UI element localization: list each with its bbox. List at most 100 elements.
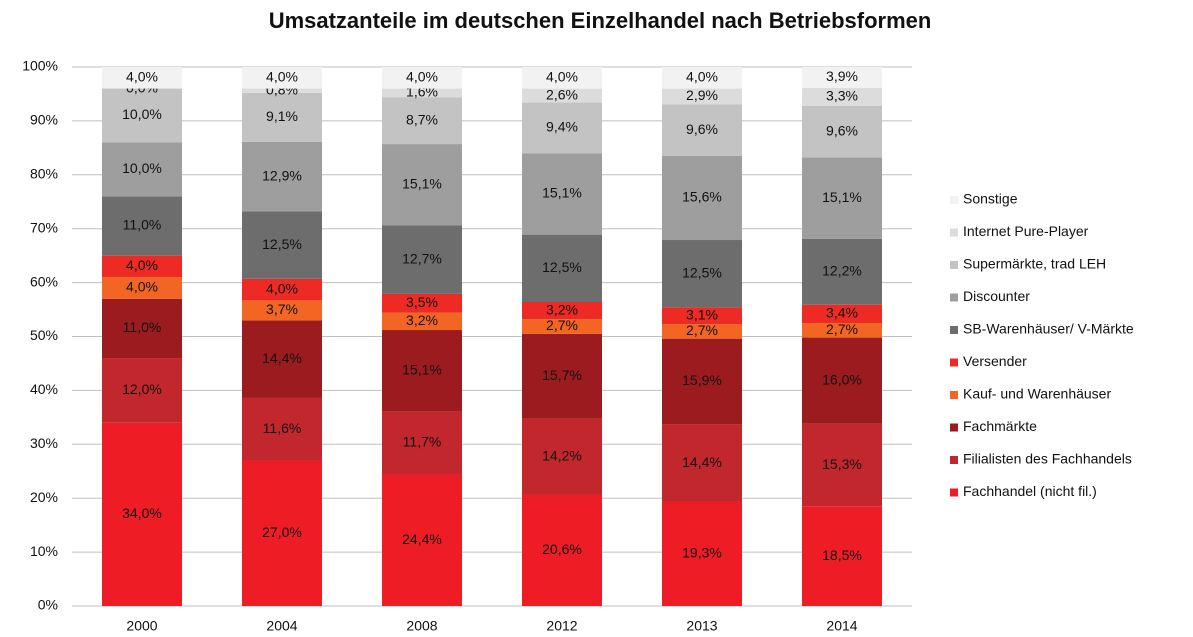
bar-segment [662,424,742,502]
bar-segment [102,196,182,256]
value-label: 12,9% [262,167,302,183]
bar-segment [242,141,322,212]
value-label: 3,5% [406,294,438,310]
value-label: 9,4% [546,119,578,135]
legend-label: Discounter [963,288,1030,304]
value-label: 2,7% [826,321,858,337]
y-tick-label: 30% [30,435,58,451]
legend-swatch [950,456,958,464]
bar-segment [382,225,462,294]
x-tick-label: 2008 [406,618,437,634]
bar-segment [382,330,462,412]
value-label: 12,5% [542,259,582,275]
bar-segment [102,142,182,197]
x-tick-label: 2014 [826,618,857,634]
value-label: 20,6% [542,541,582,557]
x-tick-label: 2000 [126,618,157,634]
value-label: 12,7% [402,250,442,266]
value-label: 4,0% [126,279,158,295]
bar-segment [662,155,742,241]
bar-segment [522,494,602,606]
bar-segment [242,460,322,606]
bar-segment [102,67,182,89]
bar-segment [382,312,462,331]
value-label: 3,7% [266,301,298,317]
value-label: 2,9% [686,87,718,103]
value-label: 15,1% [402,175,442,191]
value-label: 12,0% [122,381,162,397]
bar-segment [102,255,182,278]
bar-segment [242,320,322,398]
value-label: 11,6% [263,420,302,436]
x-tick-label: 2004 [266,618,297,634]
legend-label: Kauf- und Warenhäuser [963,386,1111,402]
y-tick-label: 0% [38,597,58,613]
value-label: 15,7% [542,367,582,383]
bar-segment [662,324,742,339]
value-label: 2,6% [546,86,578,102]
bar-segment [242,211,322,279]
chart-title: Umsatzanteile im deutschen Einzelhandel … [269,8,932,33]
bar-segment [662,501,742,606]
value-label: 4,0% [406,68,438,84]
legend-label: Sonstige [963,191,1018,207]
value-label: 2,7% [546,317,578,333]
bar-segment [382,144,462,226]
bar-segment [802,423,882,507]
legend-label: Fachhandel (nicht fil.) [963,483,1097,499]
value-label: 4,0% [686,68,718,84]
value-label: 34,0% [122,505,162,521]
bar-segment [802,238,882,305]
x-tick-label: 2013 [686,618,717,634]
value-label: 11,7% [403,434,442,450]
bar-segment [242,300,322,321]
bar-segment [522,319,602,334]
value-label: 15,1% [402,361,442,377]
y-tick-label: 10% [30,543,58,559]
y-tick-label: 80% [30,166,58,182]
legend-swatch [950,358,958,367]
bar-segment [102,88,182,143]
y-tick-label: 60% [30,273,58,289]
value-label: 12,5% [682,264,722,280]
value-label: 15,1% [822,189,862,205]
legend-swatch [950,228,958,237]
bar-segment [802,88,882,106]
value-label: 4,0% [546,68,578,84]
bar-segment [802,67,882,89]
legend-label: Versender [963,353,1027,369]
value-label: 10,0% [122,106,162,122]
value-label: 9,6% [826,122,858,138]
bar-segment [382,67,462,89]
value-label: 18,5% [822,547,862,563]
bar-segment [522,102,602,154]
x-tick-label: 2012 [546,618,577,634]
y-tick-label: 90% [30,112,58,128]
y-tick-label: 20% [30,489,58,505]
bar-segment [802,337,882,424]
bar-segment [102,422,182,606]
bar-segment [802,323,882,338]
bar-segment [102,298,182,359]
bar-segment [802,105,882,158]
y-tick-label: 70% [30,219,58,235]
legend-swatch [950,196,958,204]
bar-segment [242,397,322,461]
value-label: 4,0% [266,280,298,296]
legend-label: Filialisten des Fachhandels [963,451,1132,467]
value-label: 10,0% [122,160,162,176]
value-label: 15,3% [822,456,862,472]
value-label: 4,0% [126,68,158,84]
bar-segment [662,88,742,105]
bar-segment [662,338,742,425]
bar-segment [522,418,602,495]
value-label: 27,0% [262,524,302,540]
bar-segment [382,474,462,606]
bar-segment [522,234,602,303]
value-label: 15,6% [682,189,722,205]
legend-swatch [950,293,958,302]
bar-segment [662,104,742,156]
value-label: 9,1% [266,108,298,124]
value-label: 9,6% [686,121,718,137]
value-label: 3,2% [406,312,438,328]
